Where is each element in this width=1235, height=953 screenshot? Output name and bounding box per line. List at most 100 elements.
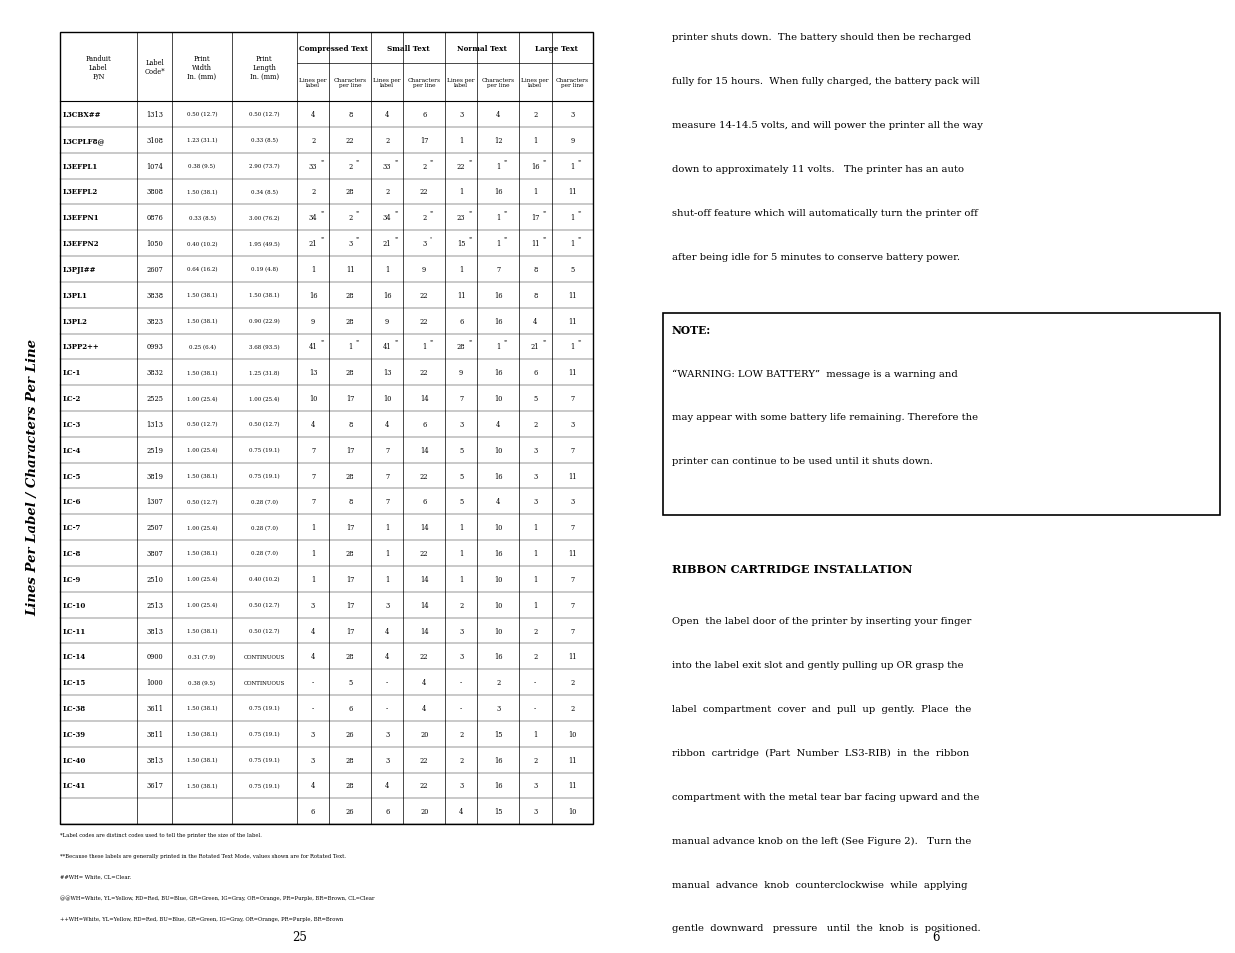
Text: 0.33 (8.5): 0.33 (8.5) [189,215,216,221]
Text: LC-41: LC-41 [62,781,85,790]
Text: 41: 41 [383,343,391,351]
Text: 11: 11 [568,653,577,660]
Text: 4: 4 [422,679,426,686]
Text: Characters
per line: Characters per line [408,77,441,89]
Text: 3108: 3108 [146,136,163,145]
Text: 17: 17 [420,136,429,145]
Text: 4: 4 [459,807,463,816]
Text: **Because these labels are generally printed in the Rotated Text Mode, values sh: **Because these labels are generally pri… [59,853,346,858]
Text: **: ** [504,236,508,240]
Text: 1.23 (31.1): 1.23 (31.1) [186,138,217,143]
Text: 2: 2 [534,111,537,119]
Text: 14: 14 [420,523,429,532]
Text: 2: 2 [459,601,463,609]
Text: **: ** [468,159,473,163]
Text: 4: 4 [496,420,500,429]
Text: 11: 11 [531,240,540,248]
Text: 3.68 (93.5): 3.68 (93.5) [249,344,279,350]
Text: 7: 7 [459,395,463,403]
Text: LC-10: LC-10 [62,601,85,609]
Text: Lines per
label: Lines per label [373,77,401,89]
Text: 0.75 (19.1): 0.75 (19.1) [249,758,279,762]
Text: 16: 16 [494,472,503,480]
Text: 4: 4 [311,111,315,119]
Text: LC-15: LC-15 [62,679,85,686]
Text: 28: 28 [346,653,354,660]
Text: 1.50 (38.1): 1.50 (38.1) [186,783,217,788]
Text: 0.25 (6.4): 0.25 (6.4) [189,344,216,350]
Text: 11: 11 [568,369,577,376]
Text: 41: 41 [309,343,317,351]
Text: 1.50 (38.1): 1.50 (38.1) [186,551,217,556]
Text: 6: 6 [422,111,426,119]
Text: 16: 16 [531,162,540,171]
Text: Small Text: Small Text [387,45,430,52]
Text: 3611: 3611 [146,704,163,712]
Text: 28: 28 [346,189,354,196]
Text: 0.50 (12.7): 0.50 (12.7) [249,112,279,117]
Text: 3: 3 [571,111,574,119]
Text: Lines per
label: Lines per label [447,77,475,89]
Text: 9: 9 [385,317,389,325]
Text: 13: 13 [383,369,391,376]
Text: 11: 11 [457,292,466,299]
Text: 6: 6 [534,369,537,376]
Text: 1: 1 [459,266,463,274]
Text: LC-5: LC-5 [62,472,80,480]
Text: 2: 2 [571,704,574,712]
Text: 3808: 3808 [146,189,163,196]
Text: 17: 17 [346,576,354,583]
Text: Compressed Text: Compressed Text [299,45,368,52]
Text: 3: 3 [422,240,426,248]
Text: 16: 16 [494,189,503,196]
Text: 16: 16 [494,756,503,764]
Text: 21: 21 [383,240,391,248]
Text: **: ** [356,211,361,214]
Text: LC-4: LC-4 [62,446,80,455]
Text: **: ** [578,339,582,343]
Text: 11: 11 [568,550,577,558]
Text: 0.38 (9.5): 0.38 (9.5) [189,164,216,169]
Text: Lines per
label: Lines per label [521,77,550,89]
Text: 10: 10 [568,730,577,738]
Text: 7: 7 [311,446,315,455]
Text: 1.00 (25.4): 1.00 (25.4) [186,577,217,582]
Text: 11: 11 [346,266,354,274]
Text: **: ** [542,159,547,163]
Text: CONTINUOUS: CONTINUOUS [243,654,285,659]
Text: 1: 1 [459,550,463,558]
Text: -: - [312,679,314,686]
Text: 22: 22 [420,292,429,299]
Text: 2: 2 [534,653,537,660]
Text: 2519: 2519 [146,446,163,455]
Text: 7: 7 [496,266,500,274]
Text: 0.50 (12.7): 0.50 (12.7) [186,112,217,117]
Text: 3: 3 [571,420,574,429]
Text: 4: 4 [385,627,389,635]
Text: label  compartment  cover  and  pull  up  gently.  Place  the: label compartment cover and pull up gent… [672,704,972,713]
Text: -: - [387,704,388,712]
Text: 4: 4 [496,111,500,119]
Text: 17: 17 [346,395,354,403]
Text: 1: 1 [571,162,574,171]
Text: 1: 1 [571,240,574,248]
Text: 22: 22 [457,162,466,171]
Text: 1: 1 [311,266,315,274]
Text: 1.50 (38.1): 1.50 (38.1) [186,705,217,711]
Text: **: ** [542,339,547,343]
Text: 2: 2 [459,730,463,738]
Text: 16: 16 [494,781,503,790]
Text: 2: 2 [534,420,537,429]
Text: **: ** [321,211,325,214]
Text: -: - [312,704,314,712]
Text: LC-2: LC-2 [62,395,80,403]
Text: 2513: 2513 [146,601,163,609]
Text: 28: 28 [346,550,354,558]
Text: 2507: 2507 [146,523,163,532]
Text: 3811: 3811 [146,730,163,738]
Text: 16: 16 [494,550,503,558]
Text: 3: 3 [459,420,463,429]
Text: ++WH=White, YL=Yellow, RD=Red, BU=Blue, GR=Green, IG=Gray, OR=Orange, PR=Purple,: ++WH=White, YL=Yellow, RD=Red, BU=Blue, … [59,916,343,921]
Text: 2607: 2607 [146,266,163,274]
Text: L3EFPL1: L3EFPL1 [62,162,98,171]
